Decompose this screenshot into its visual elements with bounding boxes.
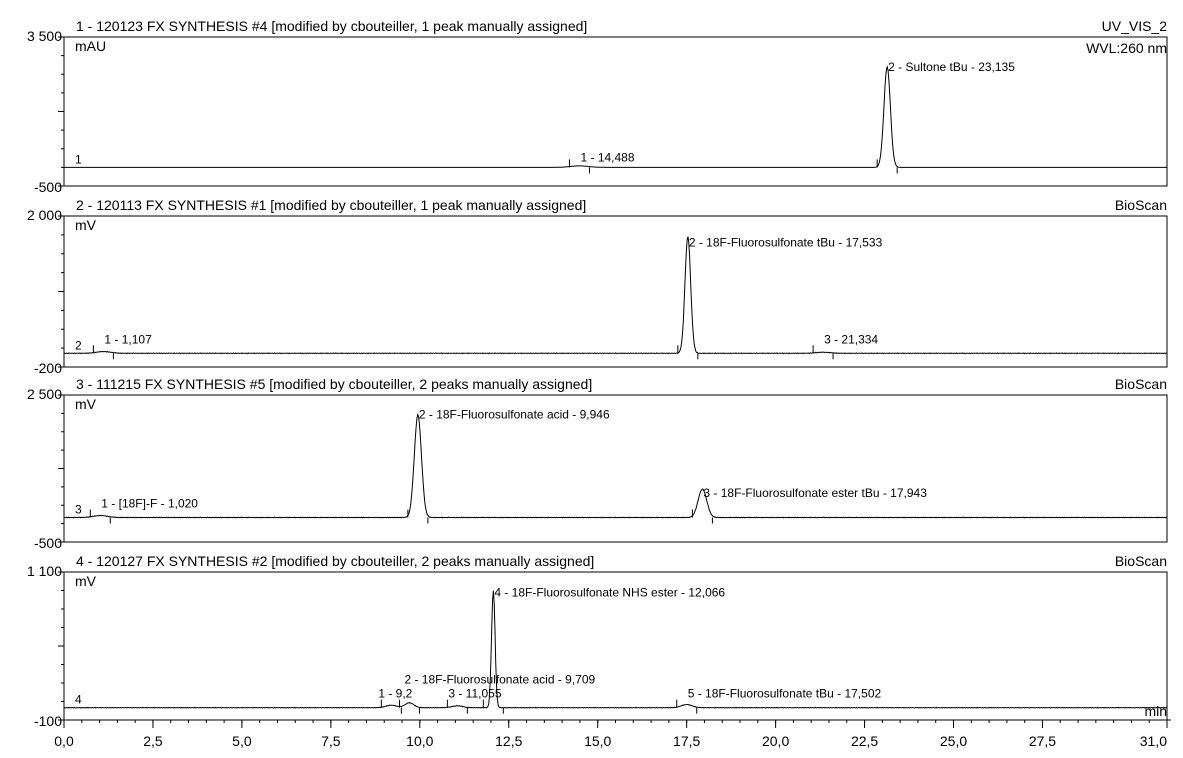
y-unit-label: mAU (75, 38, 106, 54)
y-tick-label-bottom: -200 (34, 360, 62, 376)
x-tick-label: 7,5 (321, 733, 341, 749)
trace-line (63, 590, 1168, 709)
y-unit-label: mV (75, 396, 97, 412)
panel-title: 2 - 120113 FX SYNTHESIS #1 [modified by … (76, 197, 586, 213)
chromatogram-panel-4: 4 - 120127 FX SYNTHESIS #2 [modified by … (27, 553, 1168, 729)
panel-title: 4 - 120127 FX SYNTHESIS #2 [modified by … (76, 553, 594, 569)
peak-label: 1 - [18F]-F - 1,020 (101, 497, 198, 511)
x-tick-label: 22,5 (851, 733, 878, 749)
x-tick-label: 27,5 (1029, 733, 1056, 749)
peak-label: 5 - 18F-Fluorosulfonate tBu - 17,502 (688, 687, 882, 701)
channel-label: BioScan (1115, 376, 1167, 392)
panel-title: 1 - 120123 FX SYNTHESIS #4 [modified by … (76, 18, 587, 34)
peak-label: 1 - 1,107 (104, 332, 152, 346)
wavelength-label: WVL:260 nm (1086, 40, 1167, 56)
y-unit-label: mV (75, 573, 97, 589)
x-tick-label: 20,0 (762, 733, 789, 749)
y-unit-label: mV (75, 217, 97, 233)
x-tick-label: 12,5 (495, 733, 522, 749)
peak-label: 1 - 14,488 (580, 150, 634, 164)
trace-number-label: 2 (75, 338, 82, 352)
peak-label: 2 - 18F-Fluorosulfonate tBu - 17,533 (689, 236, 883, 250)
y-tick-label-top: 1 100 (27, 563, 62, 579)
trace-number-label: 4 (75, 693, 82, 707)
trace-number-label: 1 (75, 152, 82, 166)
peak-label: 2 - Sultone tBu - 23,135 (888, 60, 1015, 74)
trace-line (63, 236, 1168, 355)
chromatogram-panel-1: 1 - 120123 FX SYNTHESIS #4 [modified by … (27, 18, 1168, 195)
x-tick-label: 17,5 (673, 733, 700, 749)
x-unit-label: min (1144, 703, 1167, 719)
peak-label: 2 - 18F-Fluorosulfonate acid - 9,709 (404, 673, 595, 687)
x-axis: 0,0 2,5 5,0 7,5 10,0 12,5 15,0 17,5 20,0 22,5 25,0… (54, 703, 1171, 749)
chromatogram-panel-3: 3 - 111215 FX SYNTHESIS #5 [modified by … (27, 376, 1168, 551)
y-tick-label-bottom: -500 (34, 179, 62, 195)
channel-label: BioScan (1115, 197, 1167, 213)
x-tick-label: 5,0 (232, 733, 252, 749)
x-tick-label: 10,0 (406, 733, 433, 749)
panels: 1 - 120123 FX SYNTHESIS #4 [modified by … (27, 18, 1168, 729)
trace-line (63, 413, 1168, 519)
x-tick-label: 2,5 (143, 733, 163, 749)
x-tick-label: 31,0 (1140, 733, 1167, 749)
y-tick-label-top: 3 500 (27, 28, 62, 44)
trace-number-label: 3 (75, 503, 82, 517)
peak-label: 3 - 18F-Fluorosulfonate ester tBu - 17,9… (703, 486, 927, 500)
x-tick-label: 25,0 (940, 733, 967, 749)
trace-line (64, 65, 1167, 168)
x-tick-label: 15,0 (584, 733, 611, 749)
channel-label: UV_VIS_2 (1102, 18, 1168, 34)
peak-label: 3 - 11,055 (448, 687, 501, 701)
peak-label: 3 - 21,334 (824, 332, 878, 346)
peak-label: 4 - 18F-Fluorosulfonate NHS ester - 12,0… (494, 586, 725, 600)
y-tick-label-bottom: -100 (34, 713, 62, 729)
panel-title: 3 - 111215 FX SYNTHESIS #5 [modified by … (76, 376, 592, 392)
y-tick-label-top: 2 500 (27, 386, 62, 402)
y-tick-label-bottom: -500 (34, 535, 62, 551)
peak-label: 2 - 18F-Fluorosulfonate acid - 9,946 (419, 408, 610, 422)
peak-label: 1 - 9,2 (378, 687, 412, 701)
channel-label: BioScan (1115, 553, 1167, 569)
y-tick-label-top: 2 000 (27, 207, 62, 223)
x-tick-label: 0,0 (54, 733, 74, 749)
chromatogram-panel-2: 2 - 120113 FX SYNTHESIS #1 [modified by … (27, 197, 1168, 376)
